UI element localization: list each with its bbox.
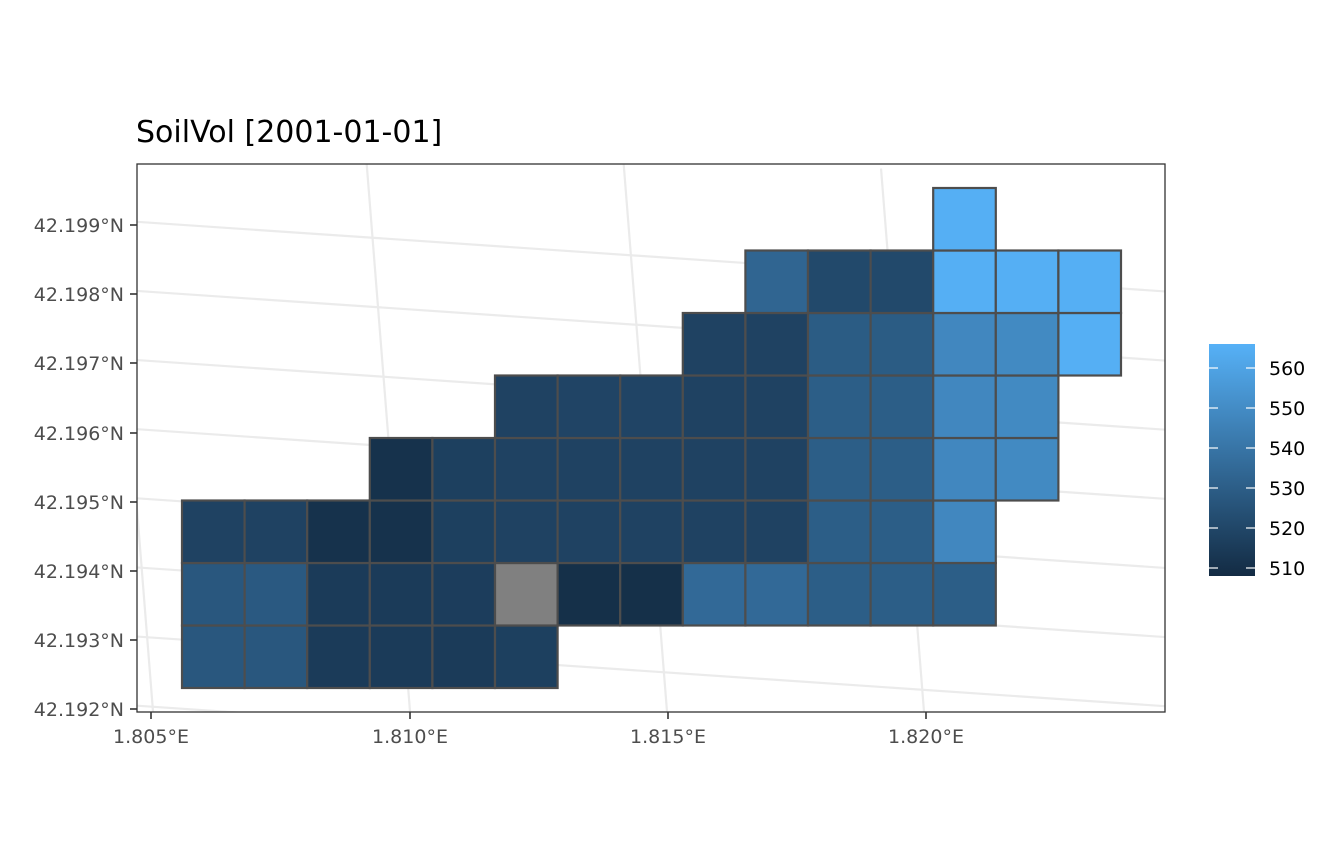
grid-cell — [681, 436, 747, 502]
grid-cell — [744, 311, 810, 377]
x-axis: 1.805°E 1.810°E 1.815°E 1.820°E — [113, 712, 964, 748]
grid-cell — [744, 249, 810, 315]
grid-cell — [493, 499, 559, 565]
grid-cell — [932, 186, 997, 252]
grid-cell — [932, 499, 997, 565]
grid-cell — [619, 499, 684, 565]
grid-cell — [431, 436, 497, 502]
grid-cell — [869, 561, 935, 627]
legend-tick-label: 520 — [1269, 518, 1305, 540]
x-tick-label: 1.815°E — [630, 726, 706, 748]
grid-cell — [306, 624, 371, 690]
grid-cell — [994, 249, 1060, 315]
legend-tick-label: 540 — [1269, 438, 1305, 460]
grid-cell — [368, 499, 434, 565]
colorbar — [1209, 344, 1255, 576]
legend-tick-label: 550 — [1269, 398, 1305, 420]
y-tick-label: 42.197°N — [34, 353, 124, 375]
grid-cell — [681, 499, 747, 565]
grid-cell — [744, 436, 810, 502]
grid-cell — [1057, 311, 1123, 377]
color-legend: 510 520 530 540 550 560 — [1209, 344, 1305, 580]
grid-cell — [744, 374, 810, 440]
grid-cell — [619, 561, 684, 627]
grid-cell — [744, 499, 810, 565]
grid-cell — [681, 561, 747, 627]
grid-cell — [932, 561, 997, 627]
grid-cell — [431, 499, 497, 565]
legend-tick-label: 560 — [1269, 358, 1305, 380]
grid-cell — [744, 561, 810, 627]
legend-ticks: 510 520 530 540 550 560 — [1209, 358, 1305, 580]
x-tick-label: 1.805°E — [113, 726, 189, 748]
grid-cell — [556, 374, 622, 440]
grid-cell — [243, 624, 309, 690]
grid-cell — [556, 499, 622, 565]
y-tick-label: 42.195°N — [34, 492, 124, 514]
grid-cell — [806, 499, 872, 565]
grid-cell — [431, 561, 497, 627]
grid-cell — [180, 561, 246, 627]
grid-cell — [994, 311, 1060, 377]
grid-cell — [869, 499, 935, 565]
grid-cell — [806, 561, 872, 627]
grid-cell — [243, 561, 309, 627]
grid-cell — [681, 374, 747, 440]
grid-cell — [932, 311, 997, 377]
y-tick-label: 42.196°N — [34, 423, 124, 445]
grid-cell — [493, 624, 559, 690]
x-tick-label: 1.820°E — [888, 726, 964, 748]
grid-cell — [869, 436, 935, 502]
grid-cell — [806, 374, 872, 440]
y-tick-label: 42.194°N — [34, 561, 124, 583]
legend-tick-label: 510 — [1269, 558, 1305, 580]
grid-cell — [306, 561, 371, 627]
plot-panel — [136, 163, 1166, 713]
grid-cell — [869, 311, 935, 377]
grid-cell — [493, 561, 559, 627]
grid-cell — [556, 561, 622, 627]
grid-cell — [493, 436, 559, 502]
panel-border — [136, 163, 1166, 713]
grid-cell — [556, 436, 622, 502]
grid-cell — [1057, 249, 1123, 315]
grid-cell — [368, 436, 434, 502]
grid-cell — [243, 499, 309, 565]
grid-cells — [180, 186, 1123, 690]
grid-cell — [431, 624, 497, 690]
grid-cell — [932, 436, 997, 502]
grid-cell — [681, 311, 747, 377]
grid-cell — [368, 561, 434, 627]
x-tick-label: 1.810°E — [372, 726, 448, 748]
grid-cell — [180, 499, 246, 565]
legend-tick-label: 530 — [1269, 478, 1305, 500]
grid-cell — [932, 249, 997, 315]
y-tick-label: 42.193°N — [34, 630, 124, 652]
grid-cell — [994, 374, 1060, 440]
y-tick-label: 42.192°N — [34, 699, 124, 721]
y-tick-label: 42.198°N — [34, 284, 124, 306]
grid-cell — [368, 624, 434, 690]
grid-cell — [932, 374, 997, 440]
grid-cell — [806, 436, 872, 502]
grid-cell — [994, 436, 1060, 502]
grid-cell — [619, 374, 684, 440]
grid-cell — [306, 499, 371, 565]
grid-cell — [493, 374, 559, 440]
y-tick-label: 42.199°N — [34, 215, 124, 237]
grid-cell — [806, 311, 872, 377]
grid-cell — [869, 374, 935, 440]
y-axis: 42.192°N 42.193°N 42.194°N 42.195°N 42.196°N… — [34, 215, 137, 721]
grid-cell — [869, 249, 935, 315]
chart-title: SoilVol [2001-01-01] — [136, 115, 442, 150]
grid-cell — [180, 624, 246, 690]
grid-cell — [806, 249, 872, 315]
grid-cell — [619, 436, 684, 502]
